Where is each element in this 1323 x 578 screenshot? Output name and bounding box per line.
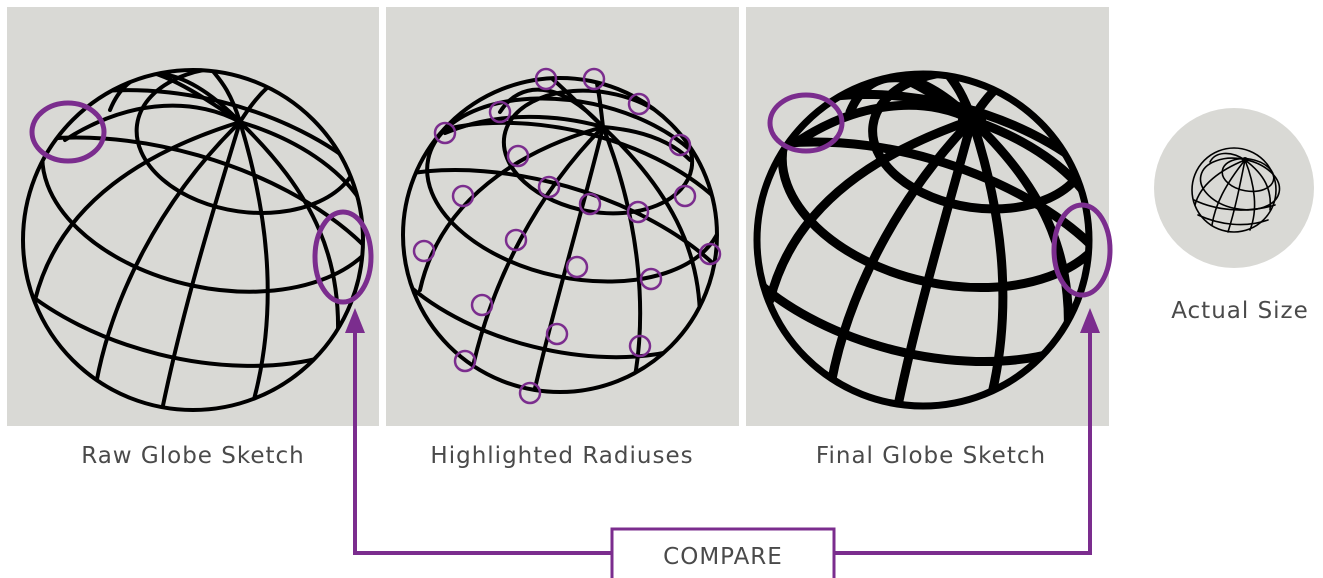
radius-marker [565,255,589,279]
globe-outline [401,76,719,394]
radius-marker [698,242,722,266]
small-globe-icon [1191,147,1281,233]
radius-marker [639,267,663,291]
actual-size-background [1154,108,1314,268]
radius-marker [451,184,475,208]
compare-line-left [353,328,612,555]
radius-marker [673,184,697,208]
radius-marker [506,144,530,168]
panel-highlighted-radiuses: Highlighted Radiuses [386,7,739,469]
radius-marker [626,200,650,224]
radius-marker [668,133,692,157]
globe-outline [753,70,1093,410]
globe-outline [21,68,365,412]
panel-caption-final: Final Globe Sketch [816,443,1046,469]
radius-marker [534,67,558,91]
compare-box [610,527,836,578]
arrow-up-icon [1080,308,1100,333]
radius-markers [412,67,722,405]
radius-marker [518,381,542,405]
highlight-ring-right [1051,202,1113,298]
radius-marker [453,349,477,373]
panel-caption-highlighted: Highlighted Radiuses [430,443,693,469]
radius-marker [537,175,561,199]
radius-marker [488,100,512,124]
radius-marker [582,67,606,91]
panel-final-globe: Final Globe Sketch [746,7,1113,469]
radius-marker [627,92,651,116]
arrow-up-icon [345,308,365,333]
radius-marker [433,121,457,145]
radius-marker [545,322,569,346]
radius-marker [504,228,528,252]
panel-background [386,7,739,426]
compare-label: COMPARE [663,544,783,570]
panel-caption-raw: Raw Globe Sketch [81,443,305,469]
radius-marker [628,334,652,358]
actual-size-caption: Actual Size [1171,298,1309,324]
radius-marker [470,293,494,317]
highlight-ring-top [29,100,107,164]
radius-marker [578,192,602,216]
panel-raw-globe: Raw Globe Sketch [7,7,379,469]
compare-line-right [834,328,1092,555]
radius-marker [412,239,436,263]
actual-size-preview: Actual Size [1154,108,1314,324]
compare-connector: COMPARE [345,308,1100,578]
highlight-ring-top [767,92,845,154]
highlight-ring-right [312,209,374,305]
